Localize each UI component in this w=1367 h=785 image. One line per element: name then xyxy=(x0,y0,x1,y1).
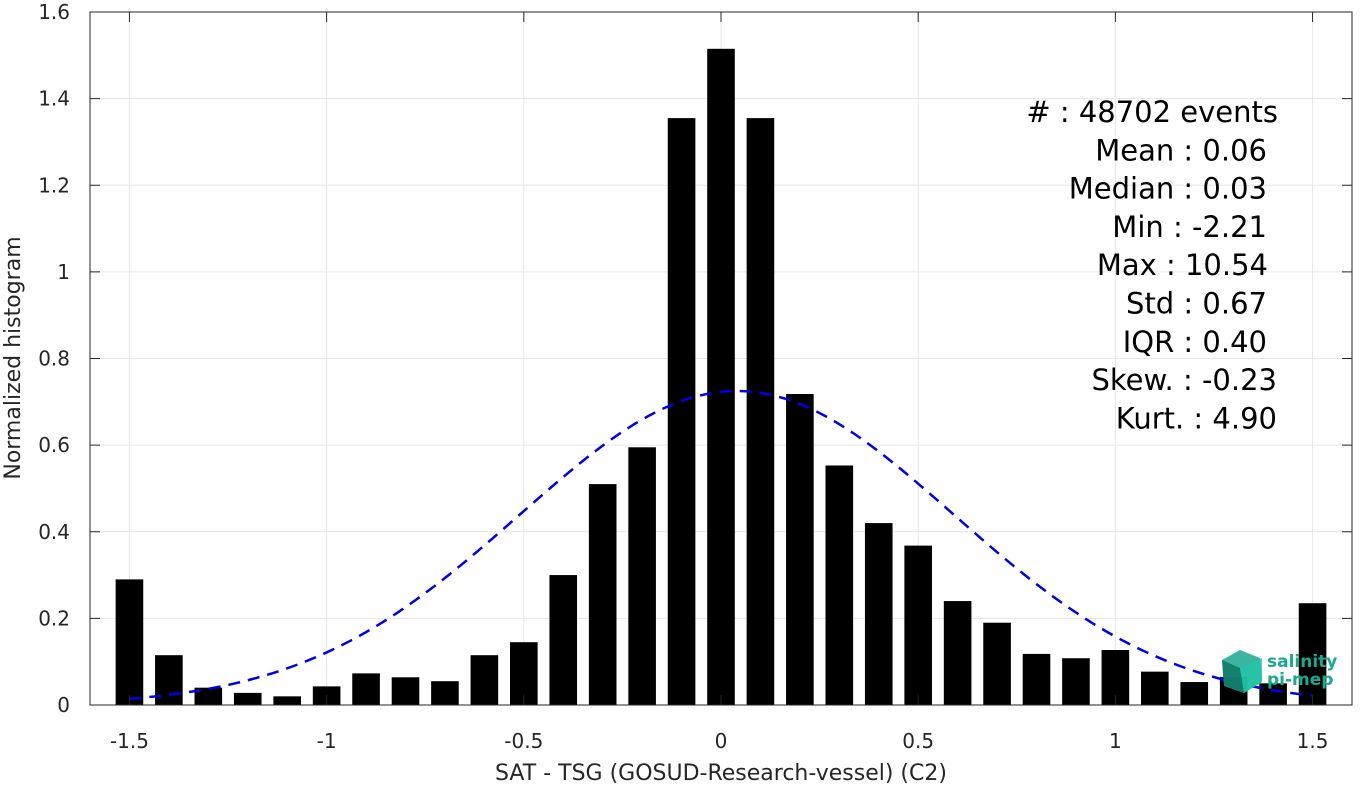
histogram-bar xyxy=(1141,671,1169,705)
stats-line: Min : -2.21 xyxy=(1112,210,1267,244)
histogram-bar xyxy=(707,48,735,706)
y-tick-label: 0.6 xyxy=(38,433,70,457)
stats-line: # : 48702 events xyxy=(1026,95,1278,129)
histogram-bar xyxy=(273,696,301,705)
histogram-bar xyxy=(115,579,144,705)
stats-line: Max : 10.54 xyxy=(1097,248,1268,282)
histogram-bar xyxy=(628,447,656,705)
stats-line: Median : 0.03 xyxy=(1069,172,1267,206)
histogram-bar xyxy=(983,622,1011,705)
histogram-bar xyxy=(943,601,972,705)
histogram-bar xyxy=(1298,603,1327,705)
x-tick-label: 1.5 xyxy=(1297,729,1329,753)
x-axis-title: SAT - TSG (GOSUD-Research-vessel) (C2) xyxy=(495,761,947,785)
histogram-bar xyxy=(667,118,696,706)
y-tick-labels: 0 0.2 0.4 0.6 0.8 1 1.2 1.4 1.6 xyxy=(38,0,70,717)
stats-line: Kurt. : 4.90 xyxy=(1116,401,1277,435)
logo-line-1: salinity xyxy=(1267,652,1337,672)
histogram-bar xyxy=(431,681,459,705)
y-tick-label: 0.2 xyxy=(38,606,70,630)
histogram-bar xyxy=(470,655,499,705)
histogram-bar xyxy=(1259,683,1287,705)
histogram-bar xyxy=(233,692,262,705)
stats-line: Skew. : -0.23 xyxy=(1091,363,1277,397)
y-tick-label: 0.4 xyxy=(38,520,70,544)
stats-line: IQR : 0.40 xyxy=(1123,325,1267,359)
x-tick-label: -1.5 xyxy=(110,729,149,753)
histogram-bar xyxy=(510,642,538,705)
x-tick-label: 0.5 xyxy=(902,729,934,753)
x-tick-label: -1 xyxy=(317,729,337,753)
histogram-bar xyxy=(194,687,223,705)
axes xyxy=(89,11,1353,706)
histogram-bar xyxy=(549,575,578,705)
histogram-bar xyxy=(1180,682,1209,705)
statistics-annotation: # : 48702 events Mean : 0.06 Median : 0.03… xyxy=(1026,95,1278,435)
stats-line: Std : 0.67 xyxy=(1126,287,1267,321)
salinity-cube-icon xyxy=(1222,650,1262,693)
x-tick-label: 0 xyxy=(715,729,728,753)
histogram-bar xyxy=(904,545,932,705)
stats-line: Mean : 0.06 xyxy=(1095,133,1267,167)
y-tick-label: 0 xyxy=(57,693,70,717)
x-tick-label: -0.5 xyxy=(504,729,543,753)
histogram-bar xyxy=(864,523,893,705)
histogram-bar xyxy=(352,673,380,705)
histogram-bar xyxy=(1022,653,1051,705)
x-tick-label: 1 xyxy=(1109,729,1122,753)
y-axis-title: Normalized histogram xyxy=(1,236,26,479)
logo-line-2: pi-mep xyxy=(1267,670,1333,690)
histogram-bar xyxy=(786,394,814,705)
y-tick-label: 1.4 xyxy=(38,87,70,111)
salinity-pi-mep-logo: salinity pi-mep xyxy=(1222,650,1337,693)
normal-fit-curve xyxy=(129,389,1313,701)
y-tick-label: 1.2 xyxy=(38,173,70,197)
histogram-bar xyxy=(155,655,183,705)
histogram-bar xyxy=(391,677,420,705)
x-tick-labels: -1.5 -1 -0.5 0 0.5 1 1.5 xyxy=(110,729,1329,753)
histogram-bars xyxy=(115,48,1327,706)
histogram-bar xyxy=(588,484,617,705)
histogram-bar xyxy=(746,118,775,706)
histogram-bar xyxy=(1062,658,1090,705)
y-tick-label: 0.8 xyxy=(38,347,70,371)
histogram-bar xyxy=(825,465,854,705)
y-tick-label: 1.6 xyxy=(38,0,70,24)
y-tick-label: 1 xyxy=(57,260,70,284)
